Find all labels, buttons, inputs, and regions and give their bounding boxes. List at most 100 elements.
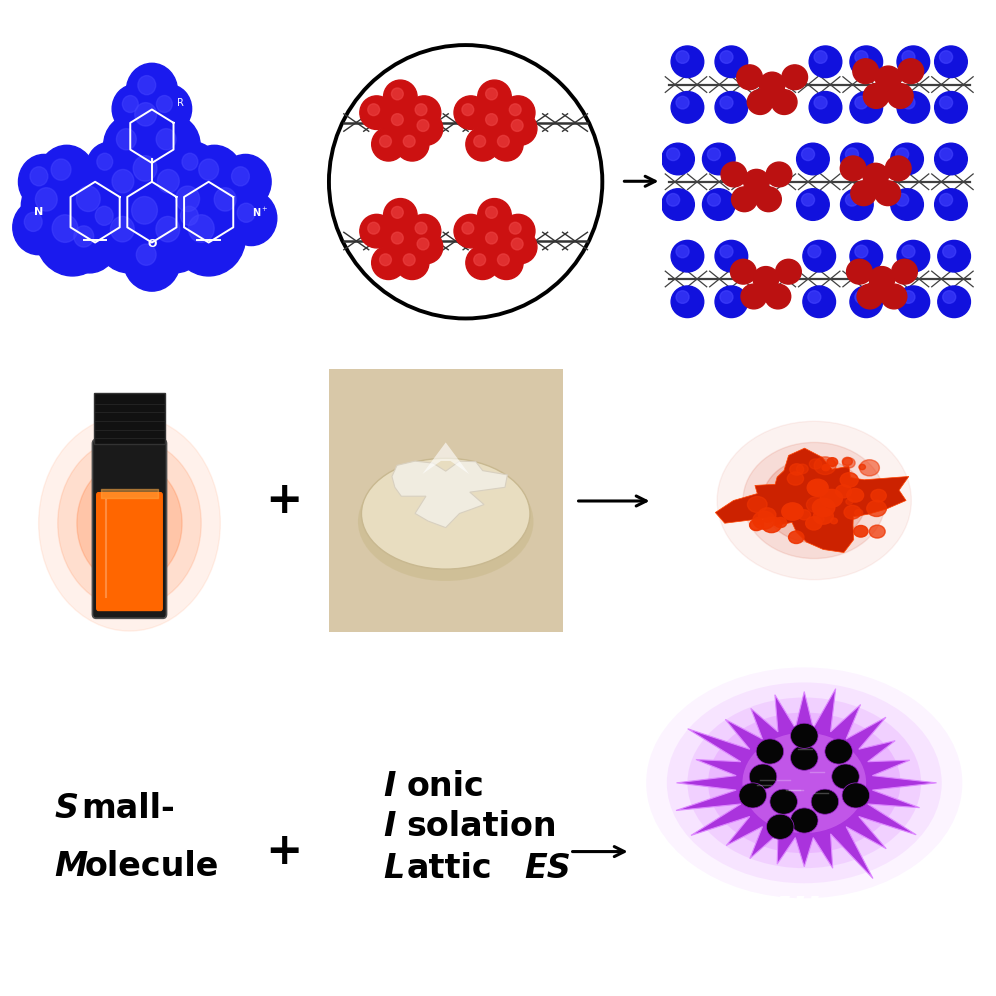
Circle shape [757,740,783,763]
Circle shape [871,489,886,502]
Text: SMILES: SMILES [724,895,884,933]
Circle shape [360,214,393,248]
Text: S: S [55,792,79,826]
Circle shape [814,457,836,474]
Circle shape [715,92,748,124]
Circle shape [466,127,499,161]
Circle shape [821,489,843,507]
Circle shape [61,169,129,242]
Circle shape [814,51,827,64]
Circle shape [96,206,114,225]
Circle shape [939,148,952,160]
Circle shape [766,162,792,187]
Circle shape [847,488,864,502]
Circle shape [843,457,853,465]
Circle shape [137,76,155,95]
Circle shape [454,214,488,248]
Circle shape [890,143,923,174]
Circle shape [509,222,521,234]
Circle shape [134,103,156,126]
Circle shape [942,245,956,258]
Circle shape [511,120,523,131]
Circle shape [850,286,882,318]
Circle shape [855,97,868,109]
Circle shape [720,97,733,109]
Circle shape [146,85,191,133]
Circle shape [802,193,815,206]
Text: L: L [383,852,404,885]
Circle shape [661,189,694,220]
Circle shape [887,84,913,109]
Circle shape [902,97,915,109]
Circle shape [841,156,866,181]
Circle shape [870,525,885,538]
Circle shape [897,240,929,272]
Circle shape [74,226,94,247]
Circle shape [51,159,71,180]
Circle shape [466,246,499,280]
Circle shape [136,244,156,265]
Circle shape [118,139,186,212]
Circle shape [182,153,198,170]
Circle shape [226,191,277,246]
Text: O: O [147,239,156,249]
Circle shape [126,64,177,118]
Circle shape [140,200,209,273]
Circle shape [24,212,42,231]
Circle shape [741,284,767,309]
Circle shape [771,90,797,115]
Circle shape [885,156,911,181]
Circle shape [797,189,830,220]
Circle shape [810,459,822,469]
Circle shape [156,96,172,113]
Circle shape [478,198,511,232]
Circle shape [730,259,756,284]
Polygon shape [392,461,507,528]
Circle shape [36,187,57,211]
Text: +: + [265,479,303,523]
Circle shape [826,740,852,763]
Circle shape [855,51,868,64]
Circle shape [812,790,838,814]
Circle shape [486,232,497,244]
Circle shape [897,92,929,124]
Circle shape [180,206,198,225]
Text: ES: ES [524,852,571,885]
Circle shape [131,196,157,224]
Circle shape [121,88,183,154]
Text: onic: onic [406,770,484,804]
Circle shape [750,519,763,531]
Circle shape [52,215,78,242]
Circle shape [379,135,391,147]
Circle shape [938,240,970,272]
Circle shape [806,517,822,530]
Ellipse shape [667,682,941,883]
Circle shape [855,509,863,516]
Bar [94,392,165,444]
Circle shape [789,531,804,544]
Circle shape [938,286,970,318]
Circle shape [474,135,486,147]
Ellipse shape [362,458,530,569]
Circle shape [383,80,417,114]
Circle shape [765,284,791,309]
Circle shape [372,246,405,280]
Circle shape [383,224,417,258]
Circle shape [415,222,427,234]
Circle shape [671,46,704,78]
Circle shape [509,104,521,116]
Circle shape [767,815,793,839]
Circle shape [791,809,818,833]
Ellipse shape [358,462,534,581]
Circle shape [850,240,882,272]
Circle shape [776,259,801,284]
Circle shape [850,92,882,124]
Circle shape [104,115,160,175]
Circle shape [123,96,138,113]
Circle shape [61,212,118,273]
Circle shape [415,104,427,116]
Circle shape [939,51,952,64]
Circle shape [497,135,509,147]
Circle shape [740,784,766,808]
Circle shape [782,503,803,520]
